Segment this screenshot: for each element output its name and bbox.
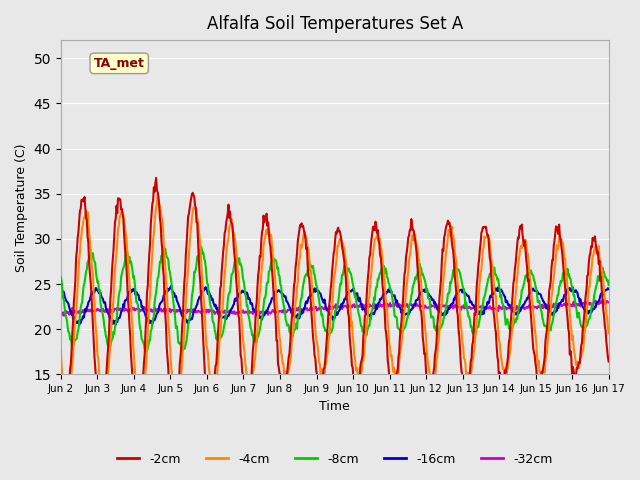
Y-axis label: Soil Temperature (C): Soil Temperature (C) xyxy=(15,143,28,272)
Legend: -2cm, -4cm, -8cm, -16cm, -32cm: -2cm, -4cm, -8cm, -16cm, -32cm xyxy=(112,447,557,470)
Title: Alfalfa Soil Temperatures Set A: Alfalfa Soil Temperatures Set A xyxy=(207,15,463,33)
Text: TA_met: TA_met xyxy=(94,57,145,70)
X-axis label: Time: Time xyxy=(319,400,350,413)
